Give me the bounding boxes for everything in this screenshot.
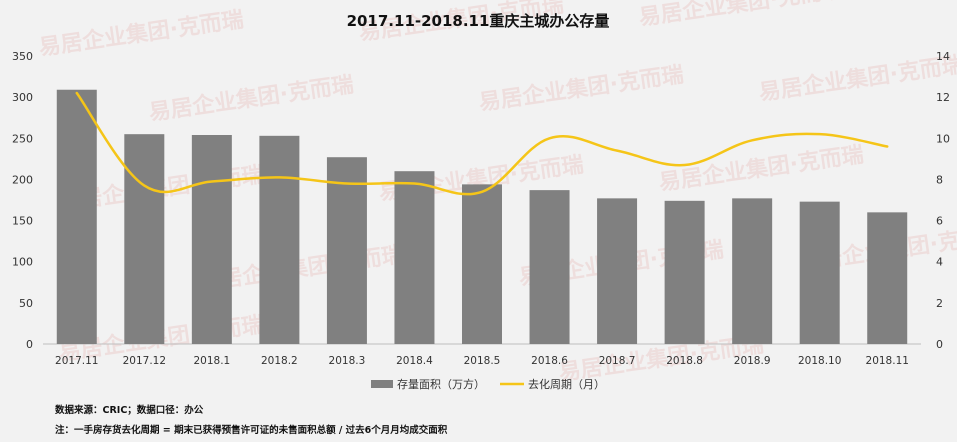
x-tick-label: 2018.6 bbox=[531, 355, 568, 367]
x-tick-label: 2018.4 bbox=[396, 355, 433, 367]
legend-label-bar: 存量面积（万方） bbox=[397, 377, 485, 391]
bar bbox=[56, 89, 97, 344]
legend: 存量面积（万方） 去化周期（月） bbox=[371, 377, 605, 391]
watermark-text: 易居企业集团·克而瑞 bbox=[477, 61, 685, 115]
watermark-text: 易居企业集团·克而瑞 bbox=[37, 6, 245, 60]
bar bbox=[124, 134, 165, 344]
y-right-tick-label: 10 bbox=[936, 132, 950, 145]
y-right-tick-label: 6 bbox=[936, 215, 943, 228]
x-tick-label: 2018.11 bbox=[866, 355, 909, 367]
watermark-text: 易居企业集团·克而瑞 bbox=[147, 71, 355, 125]
y-right-tick-label: 2 bbox=[936, 297, 943, 310]
x-tick-label: 2018.5 bbox=[464, 355, 501, 367]
watermark-text: 易居企业集团·克而瑞 bbox=[637, 0, 845, 31]
bar bbox=[259, 135, 300, 344]
x-tick-label: 2018.7 bbox=[599, 355, 636, 367]
bar bbox=[191, 134, 232, 344]
bar bbox=[326, 157, 367, 344]
bar bbox=[867, 212, 908, 344]
y-left-tick-label: 150 bbox=[12, 215, 33, 228]
bar bbox=[732, 198, 773, 344]
watermark-text: 易居企业集团·克而瑞 bbox=[657, 141, 865, 195]
source-note: 数据来源：CRIC；数据口径：办公 bbox=[54, 404, 204, 416]
y-left-tick-label: 250 bbox=[12, 132, 33, 145]
y-left-tick-label: 300 bbox=[12, 91, 33, 104]
x-tick-label: 2018.2 bbox=[261, 355, 298, 367]
bar bbox=[597, 198, 638, 344]
bar bbox=[394, 171, 435, 344]
y-right-tick-label: 4 bbox=[936, 256, 943, 269]
y-left-tick-label: 0 bbox=[26, 338, 33, 351]
bar bbox=[529, 190, 570, 344]
x-tick-label: 2018.8 bbox=[666, 355, 703, 367]
legend-swatch-bar bbox=[371, 380, 393, 388]
x-tick-label: 2018.10 bbox=[798, 355, 841, 367]
axes: 0 50 100 150 200 250 300 350 0 2 4 6 8 10 12 14 2017.11 2… bbox=[12, 50, 950, 367]
y-left-tick-label: 50 bbox=[19, 297, 33, 310]
bar-series bbox=[56, 89, 908, 344]
bar bbox=[462, 184, 502, 344]
y-left-tick-label: 350 bbox=[12, 50, 33, 63]
y-right-tick-label: 14 bbox=[936, 50, 950, 63]
chart-title: 2017.11-2018.11重庆主城办公存量 bbox=[347, 12, 610, 30]
y-left-tick-label: 100 bbox=[12, 256, 33, 269]
x-tick-label: 2018.3 bbox=[329, 355, 366, 367]
bar bbox=[664, 200, 705, 344]
y-right-tick-label: 0 bbox=[936, 338, 943, 351]
watermark-text: 易居企业集团·克而瑞 bbox=[757, 51, 957, 105]
x-tick-label: 2017.12 bbox=[123, 355, 166, 367]
y-left-tick-label: 200 bbox=[12, 173, 33, 186]
x-tick-label: 2017.11 bbox=[55, 355, 98, 367]
y-right-tick-label: 8 bbox=[936, 173, 943, 186]
bar bbox=[799, 201, 840, 344]
line-series bbox=[75, 91, 889, 196]
x-tick-label: 2018.1 bbox=[193, 355, 230, 367]
legend-label-line: 去化周期（月） bbox=[528, 377, 605, 391]
y-right-tick-label: 12 bbox=[936, 91, 950, 104]
x-tick-label: 2018.9 bbox=[734, 355, 771, 367]
footnote: 注：一手房存货去化周期 = 期末已获得预售许可证的未售面积总额 / 过去6个月月… bbox=[55, 424, 448, 436]
series-line bbox=[75, 91, 889, 196]
